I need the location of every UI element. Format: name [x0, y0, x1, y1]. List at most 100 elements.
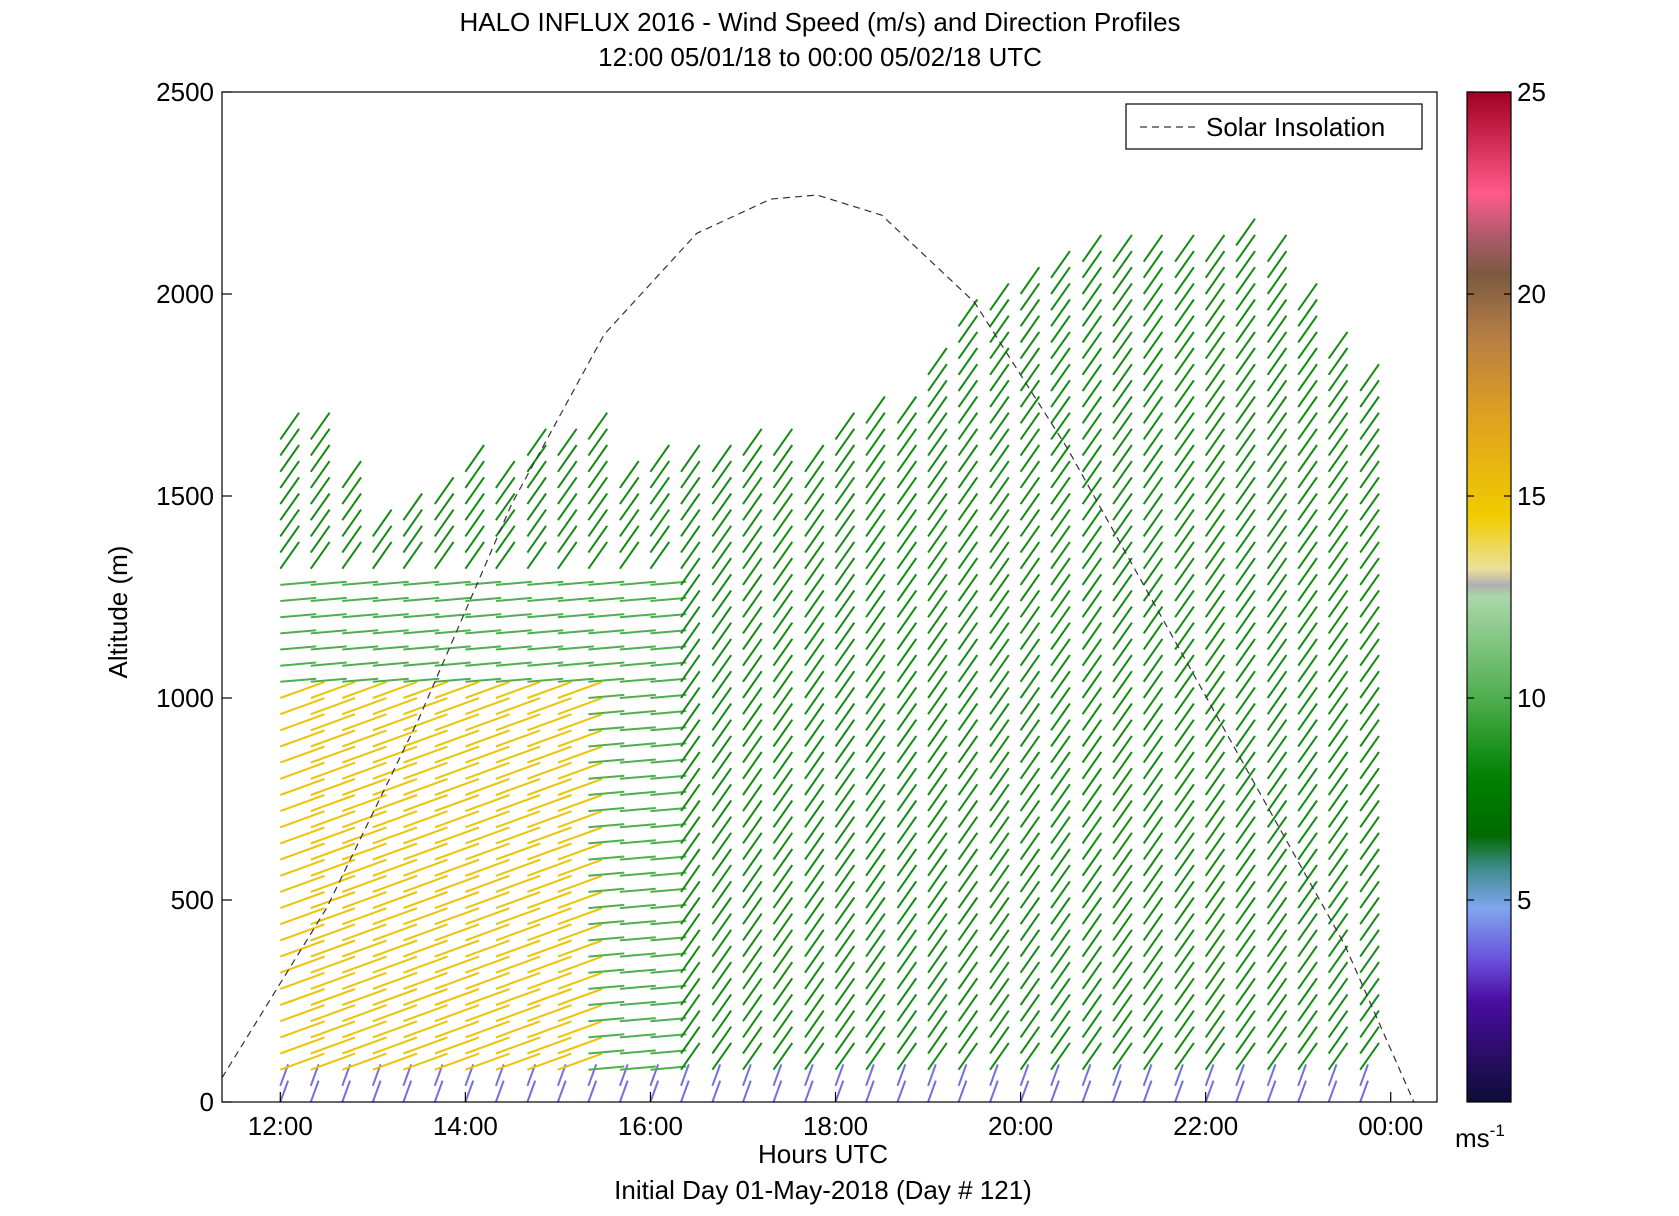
- wind-vector: [989, 783, 1010, 812]
- wind-vector: [310, 810, 356, 829]
- wind-vector: [1327, 735, 1349, 764]
- wind-vector: [1235, 622, 1256, 651]
- wind-vector: [465, 680, 510, 699]
- wind-vector: [1142, 961, 1164, 990]
- wind-vector: [1019, 686, 1041, 715]
- wind-vector: [557, 677, 594, 683]
- wind-vector: [680, 880, 701, 909]
- wind-vector: [834, 702, 856, 731]
- colorbar-tick-label: 10: [1517, 683, 1546, 713]
- wind-vector: [1174, 444, 1195, 473]
- wind-vector: [1235, 363, 1256, 392]
- wind-vector: [403, 988, 448, 1006]
- wind-vector: [1112, 702, 1133, 731]
- wind-vector: [1297, 686, 1318, 715]
- wind-vector: [1359, 816, 1380, 844]
- wind-vector: [494, 1080, 505, 1103]
- wind-vector: [989, 573, 1010, 602]
- wind-vector: [280, 629, 317, 635]
- wind-vector: [896, 751, 918, 780]
- wind-vector: [1112, 282, 1133, 311]
- wind-vector: [834, 719, 856, 748]
- wind-vector: [1204, 573, 1226, 602]
- wind-vector: [1235, 444, 1256, 473]
- wind-vector: [804, 589, 825, 618]
- wind-vector: [1235, 1026, 1256, 1055]
- wind-vector: [896, 961, 918, 990]
- wind-vector: [557, 596, 594, 602]
- wind-vector: [341, 492, 362, 521]
- wind-vector: [1204, 799, 1226, 828]
- wind-vector: [495, 891, 541, 910]
- wind-vector: [402, 525, 423, 554]
- wind-vector: [989, 331, 1010, 360]
- wind-vector: [650, 1000, 687, 1006]
- wind-vector: [989, 945, 1010, 974]
- wind-vector: [341, 1020, 387, 1039]
- wind-vector: [1081, 460, 1103, 489]
- wind-vector: [1266, 589, 1288, 618]
- wind-vector: [434, 1020, 480, 1039]
- wind-vector: [1174, 864, 1195, 893]
- wind-vector: [495, 460, 516, 489]
- wind-vector: [1266, 945, 1288, 974]
- wind-vector: [1081, 719, 1103, 748]
- wind-vector: [527, 580, 564, 586]
- wind-vector: [989, 896, 1010, 925]
- wind-vector: [1297, 816, 1318, 844]
- wind-vector: [1297, 476, 1318, 505]
- y-tick-label: 1500: [156, 481, 214, 511]
- wind-vector: [434, 810, 480, 829]
- wind-vector: [1359, 557, 1380, 586]
- wind-vector: [527, 923, 572, 942]
- wind-vector: [1297, 832, 1318, 861]
- wind-vector: [1266, 412, 1288, 440]
- wind-vector: [526, 525, 547, 554]
- wind-vector: [680, 848, 701, 877]
- wind-vector: [495, 745, 541, 764]
- wind-vector: [680, 961, 701, 990]
- wind-vector: [1142, 331, 1164, 360]
- wind-vector: [309, 525, 331, 554]
- wind-vector: [1204, 331, 1226, 360]
- wind-vector: [619, 580, 656, 586]
- wind-vector: [772, 670, 794, 699]
- wind-vector: [680, 460, 701, 489]
- wind-vector: [372, 810, 418, 829]
- wind-vector: [1327, 896, 1349, 925]
- wind-vector: [1081, 476, 1103, 505]
- wind-vector: [557, 460, 578, 489]
- wind-vector: [526, 444, 547, 473]
- wind-vector: [1174, 993, 1195, 1022]
- wind-vector: [588, 758, 625, 764]
- wind-vector: [1297, 945, 1318, 974]
- wind-vector: [742, 1080, 752, 1103]
- wind-vector: [1297, 783, 1318, 812]
- wind-vector: [434, 777, 480, 796]
- wind-vector: [434, 907, 480, 926]
- wind-vector: [742, 1064, 752, 1087]
- wind-vector: [341, 509, 362, 537]
- wind-vector: [1266, 573, 1288, 602]
- wind-vector: [957, 654, 979, 683]
- wind-vector: [742, 573, 763, 602]
- wind-vector: [772, 573, 794, 602]
- x-tick-label: 22:00: [1173, 1111, 1238, 1141]
- wind-vector: [650, 1049, 687, 1055]
- wind-vector: [1112, 1042, 1133, 1071]
- wind-vector: [1050, 541, 1071, 570]
- wind-vector: [711, 896, 733, 925]
- wind-vector: [495, 713, 541, 732]
- wind-vector: [1204, 1080, 1215, 1103]
- wind-vector: [1359, 670, 1380, 699]
- wind-vector: [865, 557, 886, 586]
- wind-vector: [989, 606, 1010, 634]
- wind-vector: [865, 670, 886, 699]
- wind-vector: [1359, 589, 1380, 618]
- wind-vector: [1235, 848, 1256, 877]
- wind-vector: [464, 444, 485, 473]
- wind-vector: [896, 880, 918, 909]
- wind-vector: [834, 1080, 845, 1103]
- wind-vector: [465, 697, 510, 716]
- wind-vector: [804, 977, 825, 1006]
